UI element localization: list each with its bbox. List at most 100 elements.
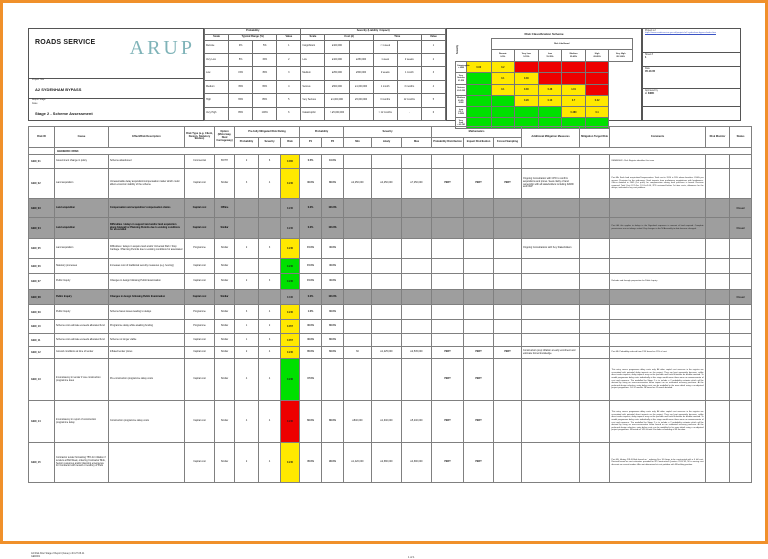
cell-likely[interactable]: £1,940,000	[372, 401, 402, 443]
cell-risk-id[interactable]: GEN_09	[29, 305, 55, 320]
cell-min[interactable]	[344, 320, 372, 334]
cell-option[interactable]: Similar	[215, 290, 235, 305]
cell-probability[interactable]	[235, 218, 259, 239]
cell-prob-dist[interactable]	[432, 305, 464, 320]
cell-risk-type[interactable]: Capital cost	[185, 169, 215, 199]
matrix-cell-4-3[interactable]	[538, 106, 562, 117]
cell-forced-sampling[interactable]	[494, 199, 522, 218]
cell-probability[interactable]: 3	[235, 305, 259, 320]
cell-effect[interactable]: Difficulties / delays in acquire land an…	[109, 239, 185, 259]
cell-likely[interactable]: £1,225,000	[372, 347, 402, 359]
cell-max[interactable]	[402, 218, 432, 239]
cell-prob-dist[interactable]: PERT	[432, 401, 464, 443]
cell-comments[interactable]	[610, 320, 706, 334]
cell-target[interactable]	[580, 347, 610, 359]
cell-status[interactable]	[730, 334, 752, 347]
cell-risk-type[interactable]: Capital cost	[185, 199, 215, 218]
cell-comments[interactable]: Refunds and through preparation for Publ…	[610, 274, 706, 290]
cell-risk-type[interactable]: Programme	[185, 239, 215, 259]
cell-forced-sampling[interactable]: PERT	[494, 347, 522, 359]
cell-min[interactable]	[344, 218, 372, 239]
cell-effect[interactable]: Scheme no longer viable	[109, 334, 185, 347]
cell-max[interactable]	[402, 259, 432, 274]
cell-severity[interactable]: 3	[259, 274, 281, 290]
cell-option[interactable]: Similar	[215, 305, 235, 320]
cell-p2[interactable]: 30.0%	[322, 305, 344, 320]
cell-min[interactable]	[344, 359, 372, 401]
cell-comments[interactable]: Part 4A: this applies to delays in the S…	[610, 218, 706, 239]
cell-mitigation[interactable]	[522, 274, 580, 290]
cell-p1[interactable]: 45.0%	[300, 443, 322, 483]
cell-option[interactable]: Similar	[215, 239, 235, 259]
cell-likely[interactable]: £2,680,000	[372, 443, 402, 483]
cell-risk-rating[interactable]: 0.240	[281, 218, 300, 239]
cell-p1[interactable]: 40.0%	[300, 334, 322, 347]
cell-impact-dist[interactable]	[464, 155, 494, 169]
cell-mitigation[interactable]	[522, 305, 580, 320]
cell-prob-dist[interactable]	[432, 199, 464, 218]
cell-comments[interactable]: This entry covers programme delay costs …	[610, 359, 706, 401]
cell-effect[interactable]: Changes in design following Public Exami…	[109, 274, 185, 290]
cell-status[interactable]: Closed	[730, 199, 752, 218]
cell-prob-dist[interactable]: PERT	[432, 169, 464, 199]
cell-risk-id[interactable]: GEN_01	[29, 155, 55, 169]
cell-max[interactable]	[402, 274, 432, 290]
matrix-cell-4-1[interactable]	[491, 106, 515, 117]
cell-p2[interactable]: 90.0%	[322, 443, 344, 483]
cell-status[interactable]	[730, 259, 752, 274]
cell-risk-type[interactable]: Capital cost	[185, 401, 215, 443]
cell-p1[interactable]: 0.0%	[300, 290, 322, 305]
cell-p2[interactable]: 80.0%	[322, 169, 344, 199]
cell-p2[interactable]: 10.0%	[322, 155, 344, 169]
cell-severity[interactable]: 4	[259, 169, 281, 199]
cell-mitigation[interactable]	[522, 359, 580, 401]
cell-impact-dist[interactable]: PERT	[464, 169, 494, 199]
cell-monitor[interactable]	[706, 290, 730, 305]
cell-mitigation[interactable]: Ongoing Consultations with Key Stakehold…	[522, 239, 580, 259]
cell-p1[interactable]: 0.5%	[300, 155, 322, 169]
cell-max[interactable]	[402, 155, 432, 169]
matrix-cell-3-4[interactable]: 0.7	[562, 95, 586, 106]
cell-severity[interactable]: 4	[259, 305, 281, 320]
cell-impact-dist[interactable]	[464, 239, 494, 259]
cell-impact-dist[interactable]: PERT	[464, 347, 494, 359]
cell-cause[interactable]: Inconsistency in report of construction …	[55, 401, 109, 443]
cell-severity[interactable]: 4	[259, 401, 281, 443]
cell-prob-dist[interactable]	[432, 155, 464, 169]
cell-likely[interactable]	[372, 290, 402, 305]
cell-forced-sampling[interactable]	[494, 274, 522, 290]
cell-likely[interactable]	[372, 359, 402, 401]
cell-cause[interactable]: Scheme cost estimate exceeds allocated f…	[55, 334, 109, 347]
cell-effect[interactable]: Pre-construction programme delay costs	[109, 359, 185, 401]
matrix-cell-0-5[interactable]	[585, 62, 609, 73]
cell-forced-sampling[interactable]: PERT	[494, 169, 522, 199]
cell-effect[interactable]: Inflated tender prices	[109, 347, 185, 359]
cell-comments[interactable]	[610, 334, 706, 347]
project-ref-link[interactable]: https://www.roadsservice.gov.uk/projects…	[643, 32, 740, 35]
cell-status[interactable]	[730, 443, 752, 483]
cell-severity[interactable]	[259, 218, 281, 239]
cell-option[interactable]: Similar	[215, 401, 235, 443]
cell-target[interactable]	[580, 259, 610, 274]
cell-impact-dist[interactable]: PERT	[464, 401, 494, 443]
cell-max[interactable]	[402, 320, 432, 334]
cell-mitigation[interactable]	[522, 259, 580, 274]
cell-risk-id[interactable]: GEN_06	[29, 259, 55, 274]
cell-cause[interactable]: Government change in policy	[55, 155, 109, 169]
matrix-cell-0-3[interactable]	[538, 62, 562, 73]
cell-risk-rating[interactable]: 0.057	[281, 320, 300, 334]
cell-min[interactable]: £2,250,000	[344, 169, 372, 199]
cell-min[interactable]: £1,420,000	[344, 443, 372, 483]
cell-comments[interactable]: Part 4B: Probability reduced from P.5K b…	[610, 347, 706, 359]
cell-comments[interactable]	[610, 199, 706, 218]
cell-risk-type[interactable]: Capital cost	[185, 359, 215, 401]
cell-effect[interactable]: Changes in design following Public Exami…	[109, 290, 185, 305]
matrix-cell-4-0[interactable]	[467, 106, 492, 117]
cell-probability[interactable]: 2	[235, 274, 259, 290]
cell-forced-sampling[interactable]	[494, 401, 522, 443]
cell-min[interactable]	[344, 305, 372, 320]
